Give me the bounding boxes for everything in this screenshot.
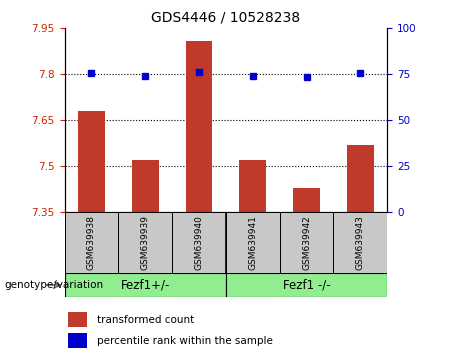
Bar — [68, 312, 87, 327]
Bar — [347, 145, 374, 212]
Title: GDS4446 / 10528238: GDS4446 / 10528238 — [151, 10, 301, 24]
Bar — [293, 188, 320, 212]
Bar — [132, 160, 159, 212]
Bar — [172, 212, 226, 273]
Bar — [226, 212, 280, 273]
Text: Fezf1+/-: Fezf1+/- — [120, 279, 170, 291]
Text: GSM639939: GSM639939 — [141, 215, 150, 270]
Text: genotype/variation: genotype/variation — [5, 280, 104, 290]
Bar — [333, 212, 387, 273]
Bar — [118, 212, 172, 273]
Bar — [280, 212, 333, 273]
Bar — [65, 212, 118, 273]
Bar — [239, 160, 266, 212]
Text: GSM639943: GSM639943 — [356, 215, 365, 270]
Text: GSM639938: GSM639938 — [87, 215, 96, 270]
Text: GSM639940: GSM639940 — [195, 215, 203, 270]
Text: percentile rank within the sample: percentile rank within the sample — [97, 336, 273, 346]
Text: Fezf1 -/-: Fezf1 -/- — [283, 279, 331, 291]
Text: transformed count: transformed count — [97, 315, 194, 325]
Text: GSM639942: GSM639942 — [302, 215, 311, 270]
Bar — [65, 273, 226, 297]
Bar — [226, 273, 387, 297]
Bar — [68, 333, 87, 348]
Text: GSM639941: GSM639941 — [248, 215, 257, 270]
Bar — [185, 41, 213, 212]
Bar — [78, 111, 105, 212]
